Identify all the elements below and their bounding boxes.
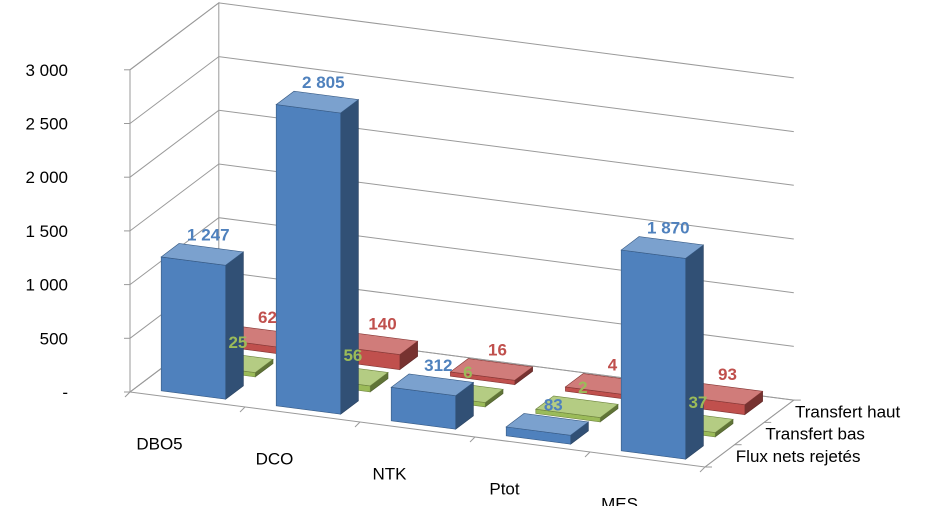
bar-side xyxy=(685,244,704,460)
bar-flux-nets-rejetes-dbo5 xyxy=(160,243,245,400)
gridline xyxy=(129,217,794,294)
x-tick-mark xyxy=(469,436,476,443)
bar-transfert-bas-ptot xyxy=(535,395,619,423)
category-label-ptot: Ptot xyxy=(489,480,520,499)
bar-top xyxy=(275,90,360,114)
gridline xyxy=(129,56,794,133)
bar-top xyxy=(505,413,590,436)
bar-side xyxy=(225,251,244,400)
bar-flux-nets-rejetes-dco xyxy=(275,90,360,415)
series-label-transfert-haut: Transfert haut xyxy=(795,402,900,421)
bar-transfert-haut-ntk xyxy=(449,358,534,386)
data-label-transfert-bas-dco: 56 xyxy=(343,346,362,365)
category-label-ntk: NTK xyxy=(373,465,408,484)
x-tick-mark xyxy=(239,406,246,413)
y-tick-label: 2 000 xyxy=(25,168,68,187)
bar-top xyxy=(390,373,475,397)
y-tick-label: 1 500 xyxy=(25,222,68,241)
bar-front xyxy=(160,256,226,400)
bar-flux-nets-rejetes-ptot xyxy=(505,413,590,445)
x-tick-mark xyxy=(354,421,361,428)
data-label-flux-nets-rejetes-ptot: 83 xyxy=(544,395,563,414)
data-label-transfert-bas-ptot: 2 xyxy=(578,378,587,397)
y-tick-label: 3 000 xyxy=(25,61,68,80)
y-axis-ticks: - 500 1 000 1 500 2 000 2 500 3 000 xyxy=(25,61,130,402)
data-label-transfert-bas-dbo5: 25 xyxy=(228,333,247,352)
bar-front xyxy=(620,249,686,460)
series-axis: Flux nets rejetés Transfert bas Transfert … xyxy=(704,399,900,468)
data-label-transfert-haut-ptot: 4 xyxy=(608,355,618,374)
bars xyxy=(160,90,764,460)
bar-top xyxy=(160,243,245,266)
data-label-transfert-bas-mes: 37 xyxy=(688,393,707,412)
x-tick-mark xyxy=(584,451,591,458)
bar-top xyxy=(449,358,534,381)
bar-side xyxy=(340,98,359,415)
y-tick-label: 2 500 xyxy=(25,115,68,134)
bar-top xyxy=(620,236,705,259)
category-label-dbo5: DBO5 xyxy=(136,435,182,454)
data-label-transfert-bas-ntk: 6 xyxy=(463,363,472,382)
bar-front xyxy=(275,104,341,415)
y-tick-label: 500 xyxy=(40,329,68,348)
x-tick-mark xyxy=(699,466,706,473)
data-label-transfert-haut-mes: 93 xyxy=(718,365,737,384)
bar-flux-nets-rejetes-ntk xyxy=(390,373,475,430)
bar-flux-nets-rejetes-mes xyxy=(620,236,705,460)
series-label-transfert-bas: Transfert bas xyxy=(765,425,865,444)
y-tick-label: 1 000 xyxy=(25,276,68,295)
series-label-flux-nets-rejetes: Flux nets rejetés xyxy=(736,447,861,466)
gridline xyxy=(129,163,794,240)
series-axis-line xyxy=(704,399,795,468)
data-label-flux-nets-rejetes-mes: 1 870 xyxy=(647,219,690,238)
x-tick-mark xyxy=(124,391,131,398)
category-label-dco: DCO xyxy=(256,450,294,469)
data-label-flux-nets-rejetes-dbo5: 1 247 xyxy=(187,225,230,244)
gridline xyxy=(129,109,794,186)
data-label-transfert-haut-dbo5: 62 xyxy=(258,308,277,327)
data-label-flux-nets-rejetes-dco: 2 805 xyxy=(302,73,345,92)
y-tick-label: - xyxy=(62,383,68,402)
x-axis-categories: DBO5 DCO NTK Ptot MES xyxy=(124,391,706,506)
gridline xyxy=(129,2,794,79)
bar-top xyxy=(535,395,619,418)
data-label-transfert-haut-dco: 140 xyxy=(368,315,396,334)
category-label-mes: MES xyxy=(601,495,638,506)
data-label-flux-nets-rejetes-ntk: 312 xyxy=(424,356,452,375)
data-label-transfert-haut-ntk: 16 xyxy=(488,340,507,359)
